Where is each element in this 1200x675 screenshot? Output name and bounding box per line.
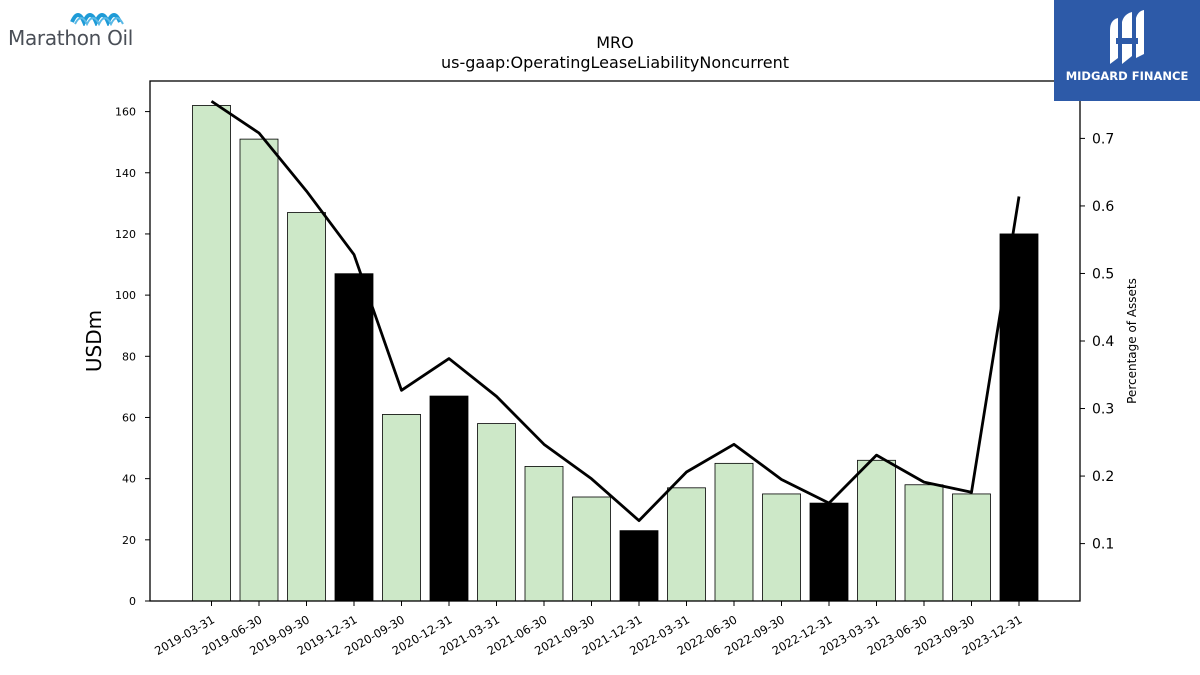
bar-2020-09-30 <box>382 414 421 602</box>
y-tick-label: 40 <box>122 473 136 486</box>
bar-2022-12-31 <box>809 502 849 602</box>
y2-tick-label: 0.4 <box>1092 334 1114 350</box>
bar-2021-09-30 <box>572 496 611 602</box>
bar-2023-09-30 <box>952 493 991 602</box>
y-tick-label: 100 <box>115 289 136 302</box>
y-tick-label: 60 <box>122 411 136 424</box>
bar-2021-06-30 <box>524 466 564 602</box>
marathon-oil-wordmark: Marathon Oil <box>8 26 134 50</box>
bar-2019-09-30 <box>287 212 326 602</box>
percentage-of-assets-line <box>210 100 1021 523</box>
y-tick-label: 80 <box>122 350 136 363</box>
marathon-oil-logo: Marathon Oil <box>8 8 148 50</box>
bar-2019-06-30 <box>239 138 279 602</box>
midgard-finance-wordmark: MIDGARD FINANCE <box>1065 69 1189 83</box>
y-axis-right: 0.1 0.2 0.3 0.4 0.5 0.6 0.7 <box>1080 131 1114 553</box>
line-group <box>210 100 1021 523</box>
y-tick-label: 20 <box>122 534 136 547</box>
y2-tick-label: 0.5 <box>1092 266 1114 282</box>
midgard-finance-logo: MIDGARD FINANCE <box>1054 0 1200 101</box>
bar-2019-12-31 <box>334 273 374 602</box>
bar-2022-06-30 <box>714 462 754 602</box>
wave-icon <box>70 13 124 26</box>
chart-title: MRO <box>596 33 634 52</box>
bar-2023-03-31 <box>857 459 896 602</box>
bar-group <box>192 105 1039 602</box>
y-tick-label: 140 <box>115 167 136 180</box>
chart-subtitle: us-gaap:OperatingLeaseLiabilityNoncurren… <box>441 53 789 72</box>
bar-2019-03-31 <box>192 105 231 602</box>
bar-2022-09-30 <box>762 493 801 602</box>
x-axis: 2019-03-312019-06-302019-09-302019-12-31… <box>152 601 1025 658</box>
y2-tick-label: 0.7 <box>1092 131 1114 147</box>
midgard-mark-icon <box>1110 10 1144 64</box>
y2-tick-label: 0.6 <box>1092 199 1114 215</box>
bar-2023-06-30 <box>904 484 944 602</box>
y-tick-label: 0 <box>129 595 136 608</box>
bar-2021-12-31 <box>619 530 659 602</box>
bar-2023-12-31 <box>999 233 1039 602</box>
bar-2022-03-31 <box>667 487 706 602</box>
y-tick-label: 120 <box>115 228 136 241</box>
y-tick-label: 160 <box>115 106 136 119</box>
bar-2020-12-31 <box>429 395 469 602</box>
y-axis-label: USDm <box>82 310 106 372</box>
bar-2021-03-31 <box>477 423 516 602</box>
y2-tick-label: 0.3 <box>1092 402 1114 418</box>
y2-tick-label: 0.2 <box>1092 469 1114 485</box>
y2-tick-label: 0.1 <box>1092 537 1114 553</box>
y-axis-left: 0 20 40 60 80 100 120 140 160 <box>115 106 150 608</box>
y2-axis-label: Percentage of Assets <box>1125 278 1139 404</box>
